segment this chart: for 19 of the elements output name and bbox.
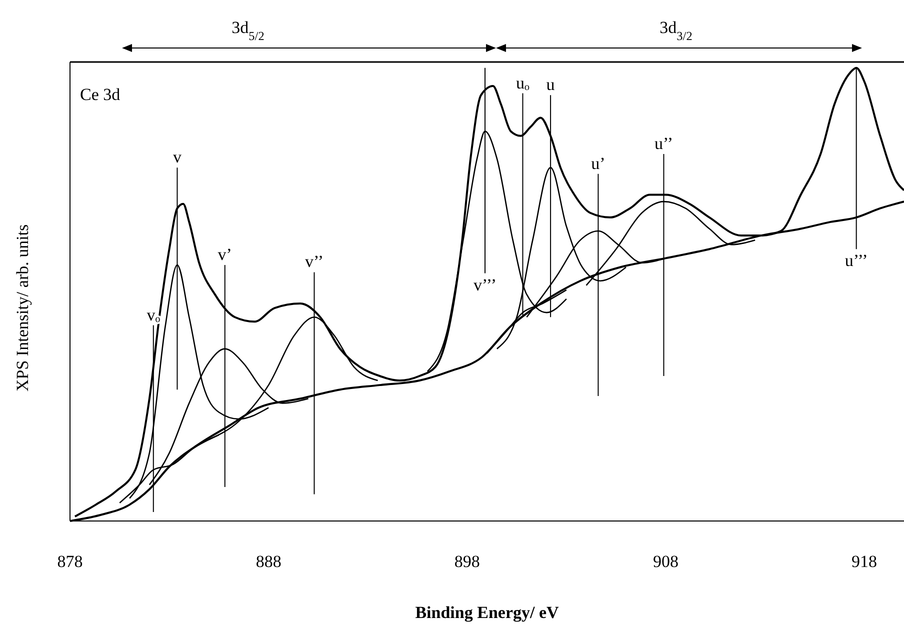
ref-line-label: u’ — [591, 154, 606, 173]
ref-line-label: u’’ — [654, 134, 674, 153]
text: 3d$_{5/2}$ — [232, 18, 264, 43]
ref-line-label: uₒ — [516, 73, 530, 92]
x-tick-label: 918 — [852, 552, 878, 572]
ref-line-label: v’’ — [304, 252, 324, 272]
x-tick-label: 878 — [57, 552, 83, 572]
x-tick-label: 908 — [652, 552, 678, 572]
x-axis-title: Binding Energy/ eV — [415, 603, 560, 622]
annotation: Ce 3d — [80, 85, 121, 104]
x-tick-label: 888 — [256, 552, 282, 572]
ref-line-label: u’’’ — [844, 251, 868, 270]
text: 3d$_{3/2}$ — [660, 18, 692, 43]
ref-line-label: v’’’ — [474, 275, 496, 294]
ref-line-label: u — [546, 75, 556, 94]
ref-line-label: v — [172, 148, 182, 167]
y-axis-title: XPS Intensity/ arb. units — [13, 224, 32, 392]
x-tick-label: 898 — [454, 552, 480, 572]
ref-line-label: v’ — [218, 244, 232, 264]
